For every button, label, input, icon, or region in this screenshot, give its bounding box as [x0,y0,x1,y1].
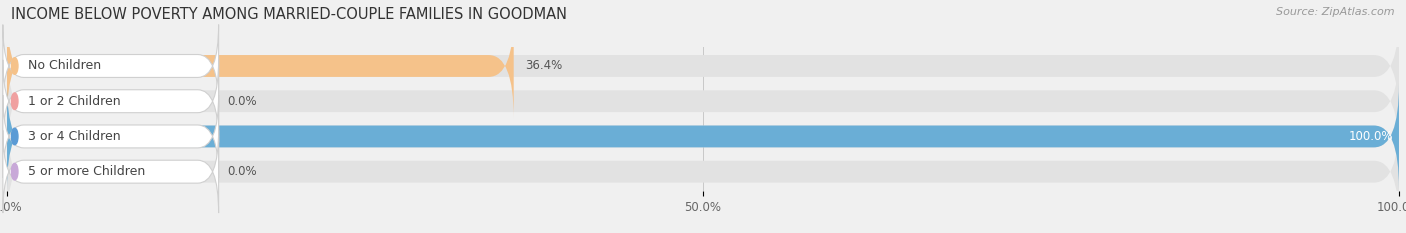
Text: 100.0%: 100.0% [1348,130,1393,143]
Text: 0.0%: 0.0% [226,95,256,108]
FancyBboxPatch shape [3,95,218,178]
Text: 1 or 2 Children: 1 or 2 Children [28,95,121,108]
FancyBboxPatch shape [3,130,218,213]
Text: 3 or 4 Children: 3 or 4 Children [28,130,121,143]
FancyBboxPatch shape [3,60,218,143]
FancyBboxPatch shape [7,84,1399,189]
FancyBboxPatch shape [7,119,1399,224]
Circle shape [11,93,18,110]
Circle shape [11,58,18,74]
Text: 5 or more Children: 5 or more Children [28,165,145,178]
FancyBboxPatch shape [7,14,1399,118]
FancyBboxPatch shape [3,25,218,107]
Text: No Children: No Children [28,59,101,72]
Text: 0.0%: 0.0% [226,165,256,178]
Circle shape [11,163,18,180]
Text: Source: ZipAtlas.com: Source: ZipAtlas.com [1277,7,1395,17]
Text: INCOME BELOW POVERTY AMONG MARRIED-COUPLE FAMILIES IN GOODMAN: INCOME BELOW POVERTY AMONG MARRIED-COUPL… [11,7,567,22]
Circle shape [11,128,18,145]
Text: 36.4%: 36.4% [524,59,562,72]
FancyBboxPatch shape [7,84,1399,189]
FancyBboxPatch shape [7,49,1399,154]
FancyBboxPatch shape [7,14,513,118]
